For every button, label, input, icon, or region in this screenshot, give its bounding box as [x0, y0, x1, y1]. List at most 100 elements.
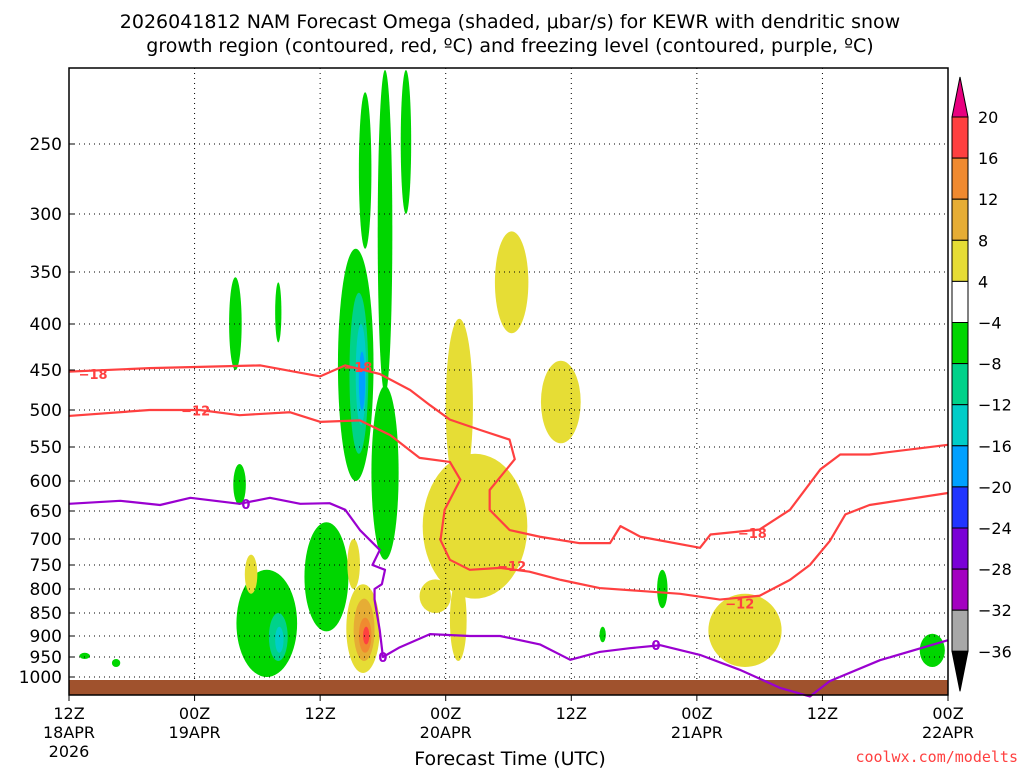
contour-label: −12	[181, 405, 210, 420]
y-tick-label: 400	[30, 315, 62, 335]
omega-area	[371, 386, 399, 560]
contour-label: −12	[497, 560, 526, 575]
colorbar-box	[951, 568, 969, 611]
contour-label: −18	[79, 368, 108, 383]
colorbar-label: 16	[978, 149, 998, 168]
x-tick-label: 18APR	[43, 723, 95, 742]
chart-title-line1: 2026041812 NAM Forecast Omega (shaded, μ…	[120, 11, 900, 33]
y-tick-label: 900	[30, 627, 62, 647]
colorbar-box	[951, 322, 969, 365]
colorbar-label: 20	[978, 108, 998, 127]
colorbar-box	[951, 280, 969, 323]
y-tick-label: 950	[30, 648, 62, 668]
y-tick-label: 300	[30, 205, 62, 225]
colorbar-label: −24	[978, 519, 1012, 538]
x-tick-label: 21APR	[671, 723, 723, 742]
omega-area	[347, 539, 360, 589]
ground-band	[69, 680, 948, 695]
x-tick-label: 2026	[49, 742, 90, 761]
omega-area	[244, 554, 258, 594]
x-tick-label: 00Z	[179, 704, 210, 723]
omega-area	[229, 277, 242, 370]
y-tick-label: 850	[30, 604, 62, 624]
colorbar-label: −4	[978, 314, 1002, 333]
x-tick-label: 12Z	[807, 704, 838, 723]
colorbar-box	[951, 116, 969, 159]
colorbar-label: −20	[978, 478, 1012, 497]
contour-labels: −18 −12 −18 0 0 −12 0 −18 −12	[79, 361, 767, 666]
colorbar-over-arrow	[951, 76, 969, 118]
omega-shading	[79, 70, 945, 678]
x-tick-label: 12Z	[304, 704, 335, 723]
contour-label: −12	[725, 597, 754, 612]
omega-area	[657, 569, 668, 609]
x-tick-label: 12Z	[556, 704, 587, 723]
omega-area	[358, 92, 372, 249]
grid-lines	[68, 68, 949, 695]
y-tick-label: 550	[30, 438, 62, 458]
omega-area	[377, 70, 393, 394]
colorbar-box	[951, 404, 969, 447]
contour-line	[68, 496, 949, 698]
x-tick-label: 22APR	[922, 723, 974, 742]
omega-area	[449, 579, 467, 661]
x-tick-label: 12Z	[53, 704, 84, 723]
omega-area	[599, 626, 606, 643]
colorbar-box	[951, 363, 969, 406]
colorbar-box	[951, 239, 969, 282]
colorbar-label: 4	[978, 272, 988, 291]
omega-area	[400, 70, 412, 214]
y-tick-label: 350	[30, 263, 62, 283]
colorbar-label: 8	[978, 231, 988, 250]
y-tick-label: 250	[30, 135, 62, 155]
colorbar: 20 16 12 8 4 −4 −8 −12 −16 −20 −24 −28 −32 −36	[951, 76, 1012, 692]
omega-area	[422, 453, 528, 599]
plot-frame	[68, 67, 949, 696]
colorbar-under-arrow	[951, 650, 969, 692]
colorbar-box	[951, 445, 969, 488]
omega-area	[919, 633, 945, 667]
colorbar-box	[951, 527, 969, 570]
omega-area	[358, 351, 366, 410]
x-tick-label: 00Z	[430, 704, 461, 723]
contour-label: 0	[652, 639, 661, 654]
colorbar-box	[951, 486, 969, 529]
omega-area	[419, 579, 451, 613]
x-tick-label: 00Z	[681, 704, 712, 723]
y-tick-label: 450	[30, 361, 62, 381]
chart-title-line2: growth region (contoured, red, ºC) and f…	[146, 35, 873, 57]
y-tick-label: 750	[30, 556, 62, 576]
x-tick-label: 19APR	[169, 723, 221, 742]
y-tick-label: 800	[30, 580, 62, 600]
colorbar-label: −16	[978, 437, 1012, 456]
x-axis-label: Forecast Time (UTC)	[414, 748, 605, 768]
contour-label: −18	[738, 527, 767, 542]
contour-line	[68, 408, 949, 601]
y-axis-ticks: 250 300 350 400 450 500 550 600 650 700 750 800 850 9…	[19, 135, 75, 688]
contour-label: 0	[241, 498, 250, 513]
contours	[68, 364, 949, 698]
omega-area	[236, 569, 298, 678]
colorbar-label: −28	[978, 560, 1012, 579]
omega-area	[275, 626, 284, 653]
y-tick-label: 700	[30, 530, 62, 550]
omega-area	[79, 652, 90, 660]
contour-label: −18	[343, 361, 372, 376]
omega-area	[708, 593, 782, 668]
colorbar-label: −8	[978, 355, 1002, 374]
omega-area	[111, 659, 121, 667]
contour-label: 0	[378, 651, 387, 666]
credit-text: coolwx.com/modelts	[855, 748, 1018, 766]
omega-area	[233, 464, 246, 505]
omega-area	[304, 522, 349, 632]
x-tick-label: 00Z	[932, 704, 963, 723]
colorbar-box	[951, 157, 969, 200]
omega-area	[540, 360, 581, 444]
omega-area	[494, 231, 529, 334]
y-tick-label: 1000	[19, 668, 62, 688]
y-tick-label: 500	[30, 401, 62, 421]
y-tick-label: 600	[30, 472, 62, 492]
omega-area	[275, 282, 282, 343]
